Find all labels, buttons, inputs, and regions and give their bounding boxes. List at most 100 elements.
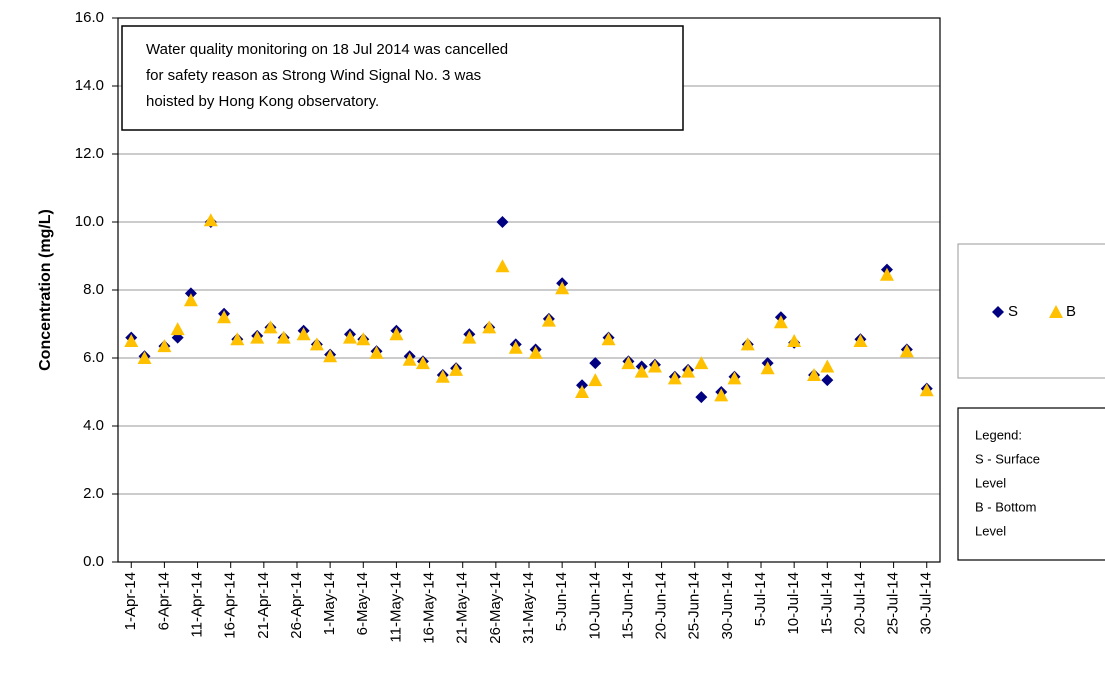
point [787,334,802,347]
x-tick-label: 1-May-14 [321,572,338,635]
point [541,313,556,327]
x-tick-label: 20-Jun-14 [653,572,670,640]
note-text: B - Bottom [975,499,1036,514]
point [462,330,477,344]
x-tick-label: 6-May-14 [354,572,371,635]
point [919,383,934,397]
point [681,364,696,378]
point [727,371,742,385]
x-tick-label: 26-Apr-14 [288,572,305,639]
note: Legend: S - Surface Level B - Bottom Level [975,427,1040,538]
point [389,327,404,341]
point [309,337,324,351]
annotation-text: hoisted by Hong Kong observatory. [146,93,379,110]
x-tick-label: 16-May-14 [421,572,438,644]
point [356,332,371,346]
point [276,330,291,344]
note-text: Level [975,523,1006,538]
point [740,337,755,351]
point [807,368,822,381]
point [879,267,894,281]
y-tick-label: 12.0 [75,145,104,162]
point [555,281,570,295]
legend-label: S [1008,303,1018,320]
y-tick-label: 4.0 [83,417,104,434]
x-tick-label: 15-Jun-14 [619,572,636,640]
point [250,330,265,344]
x-tick-label: 30-Jul-14 [918,572,935,635]
point [694,356,709,370]
point [575,385,590,398]
x-tick-label: 25-Jul-14 [885,572,902,635]
legend-marker [992,306,1004,318]
x-tick-label: 10-Jun-14 [586,572,603,640]
point [667,371,682,385]
point [634,364,649,378]
point [821,374,834,387]
annotation-text: Water quality monitoring on 18 Jul 2014 … [146,41,508,58]
y-axis-label: Concentration (mg/L) [37,209,54,371]
point [124,334,139,347]
x-tick-label: 5-Jun-14 [553,572,570,631]
y-tick-label: 8.0 [83,281,104,298]
point [323,349,338,363]
legend-marker [1049,305,1063,318]
x-tick-label: 20-Jul-14 [851,572,868,635]
x-tick-label: 21-Apr-14 [255,572,272,639]
annotation-text: for safety reason as Strong Wind Signal … [146,67,481,84]
point [621,356,636,370]
note-text: Legend: [975,427,1022,442]
x-tick-label: 31-May-14 [520,572,537,644]
point [647,359,662,373]
point [203,213,218,227]
x-tick-label: 6-Apr-14 [155,572,172,630]
y-tick-label: 16.0 [75,9,104,26]
point [820,359,835,373]
point [773,315,788,329]
y-tick-label: 6.0 [83,349,104,366]
point [588,373,603,387]
y-tick-label: 10.0 [75,213,104,230]
point [137,351,152,364]
point [369,345,384,359]
annotation-box [121,25,684,131]
point [435,369,450,383]
x-tick-label: 5-Jul-14 [752,572,769,626]
point [714,388,729,402]
x-tick-label: 11-May-14 [387,572,404,643]
x-tick-label: 16-Apr-14 [222,572,239,639]
point [449,362,464,376]
point [496,216,509,228]
point [899,344,914,358]
y-tick-label: 14.0 [75,77,104,94]
y-tick-label: 0.0 [83,553,104,570]
point [495,259,510,273]
point [853,334,868,347]
point [415,356,430,370]
x-tick-label: 30-Jun-14 [719,572,736,640]
point [482,320,497,334]
point [508,340,523,354]
legend-box [957,243,1105,379]
point [695,391,708,404]
point [157,339,172,353]
point [528,345,543,359]
legend-label: B [1066,303,1076,320]
point [402,352,417,366]
x-tick-label: 26-May-14 [487,572,504,644]
note-box [957,407,1105,561]
point [230,332,245,346]
point [343,330,358,344]
point [589,357,602,370]
x-tick-label: 10-Jul-14 [785,572,802,635]
x-tick-label: 15-Jul-14 [818,572,835,635]
x-tick-label: 1-Apr-14 [122,572,139,630]
x-tick-label: 21-May-14 [454,572,471,644]
point [217,310,232,324]
point [183,293,198,307]
point [296,327,311,341]
y-tick-label: 2.0 [83,485,104,502]
point [760,361,775,375]
note-text: Level [975,475,1006,490]
